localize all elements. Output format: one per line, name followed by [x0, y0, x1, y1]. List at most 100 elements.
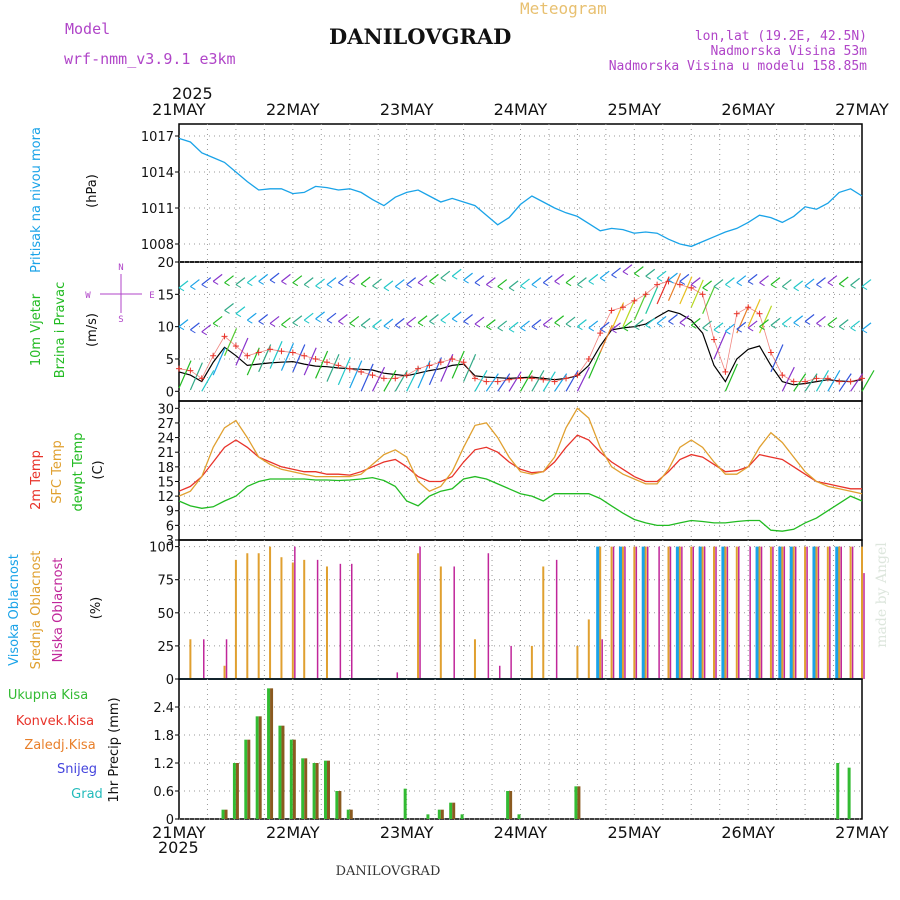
wind-barb-upper	[440, 277, 447, 282]
model-elevation-text: Nadmorska Visina u modelu 158.85m	[609, 59, 867, 74]
wind-barb-surface	[474, 370, 488, 392]
wind-barb-upper	[542, 317, 553, 326]
wind-barb-upper	[690, 284, 697, 289]
wind-barb-upper	[725, 323, 735, 332]
lonlat-text: lon,lat (19.2E, 42.5N)	[695, 29, 867, 44]
wind-barb-upper	[713, 286, 720, 290]
precip-total-bar	[517, 814, 521, 819]
wind-barb-upper	[725, 277, 735, 286]
cloud-low-bar	[783, 546, 786, 679]
wind-barb-upper	[383, 318, 394, 327]
precip-total-bar	[244, 739, 248, 819]
temp-unit: (C)	[91, 460, 106, 479]
wind-barb-surface	[235, 337, 249, 366]
cloud-low-bar	[749, 546, 751, 679]
y-tick-label: 12	[157, 490, 174, 505]
wind-barb-upper	[713, 329, 720, 334]
y-tick-label: 15	[157, 475, 174, 490]
wind-barb-surface	[724, 363, 738, 392]
wind-barb-upper	[793, 322, 799, 327]
wind-barb-upper	[702, 327, 708, 332]
wind-barb-upper	[543, 282, 549, 287]
precip-total-bar	[460, 814, 464, 819]
wind-barb-upper	[292, 322, 299, 327]
wind-barb-upper	[281, 280, 287, 285]
y-tick-label: 6	[166, 519, 174, 534]
wind-barb-surface	[838, 373, 852, 392]
wind-barb-upper	[702, 287, 708, 292]
wind-barb-upper	[417, 322, 424, 327]
wind-barb-upper	[736, 321, 747, 330]
wind-barb-upper	[269, 279, 276, 284]
clouds-panel: Visoka Oblacnost Srednja Oblacnost Niska…	[7, 539, 865, 688]
wind-barb-surface	[759, 305, 773, 334]
wind-barb-upper	[599, 321, 610, 330]
temp-2m-title: 2m Temp	[29, 450, 44, 510]
wind-barb-upper	[679, 280, 686, 285]
wind-barb-surface	[383, 370, 397, 392]
compass-s: S	[118, 315, 123, 325]
wind-barb-upper	[747, 320, 758, 329]
wind-barb-upper	[440, 312, 451, 321]
wind-barb-upper	[645, 268, 656, 277]
wind-compass: N S W E	[85, 263, 154, 325]
wind-barb-upper	[292, 315, 303, 324]
wind-barb-upper	[520, 285, 526, 290]
wind-barb-upper	[622, 320, 633, 329]
wind-barb-upper	[417, 282, 424, 287]
wind-barb-surface	[815, 370, 829, 392]
wind-barb-upper	[349, 273, 360, 282]
wind-barb-upper	[258, 280, 264, 285]
wind-barb-upper	[838, 326, 845, 331]
cloud-low-bar	[738, 546, 740, 679]
wind-barb-upper	[417, 275, 428, 284]
wind-barb-surface	[178, 360, 192, 389]
cloud-mid-bar	[576, 645, 579, 679]
cloud-mid-bar	[633, 546, 636, 679]
wind-barb-surface	[861, 370, 875, 392]
wind-barb-upper	[611, 267, 621, 276]
wind-barb-upper	[406, 323, 412, 328]
bottom-date-axis: 21MAY 22MAY 23MAY 24MAY 25MAY 26MAY 27MAY	[152, 823, 889, 842]
wind-barb-upper	[656, 315, 667, 324]
wind-barb-upper	[736, 275, 747, 284]
wind-barb-surface	[485, 373, 499, 392]
wind-barb-upper	[224, 310, 230, 314]
wind-barb-upper	[281, 317, 291, 326]
cloud-high-bar	[778, 546, 783, 679]
wind-barb-upper	[485, 277, 496, 286]
wind-barb-upper	[611, 329, 617, 334]
wind-barb-upper	[554, 322, 560, 327]
precip-conv-bar	[315, 763, 319, 819]
pressure-panel: Pritisak na nivou mora (hPa) 1008 1011 101…	[29, 123, 863, 273]
wind-barb-upper	[212, 322, 219, 327]
cloud-low-bar	[646, 546, 649, 679]
wind-barb-upper	[315, 318, 321, 323]
wind-barb-upper	[247, 282, 253, 287]
wind-barb-upper	[577, 284, 583, 289]
cloud-mid-bar	[724, 546, 727, 679]
precip-conv-bar	[304, 758, 308, 819]
wind-barb-upper	[508, 328, 515, 333]
cloud-low-bar	[624, 546, 626, 679]
cloud-low-bar	[715, 546, 717, 679]
y-tick-label: 1.8	[153, 729, 174, 744]
y-tick-label: 1011	[141, 202, 174, 217]
wind-barb-upper	[326, 319, 333, 324]
wind-barb-upper	[281, 273, 291, 282]
dewpoint-line	[178, 475, 863, 532]
wind-barb-upper	[838, 319, 849, 328]
cloud-low-bar	[453, 566, 455, 679]
y-tick-label: 75	[157, 574, 174, 589]
cloud-low-bar	[487, 553, 490, 679]
wind-barb-surface	[269, 341, 283, 369]
wind-barb-upper	[542, 275, 553, 284]
precip-total-bar	[437, 809, 441, 819]
cloud-low-bar	[203, 639, 205, 679]
wind-barb-upper	[850, 284, 856, 289]
wind-barb-surface	[850, 373, 864, 392]
cloud-mid-bar	[473, 639, 476, 679]
wind-barb-surface	[542, 371, 556, 392]
cloud-mid-bar	[246, 553, 249, 679]
wind-barb-upper	[406, 316, 417, 325]
